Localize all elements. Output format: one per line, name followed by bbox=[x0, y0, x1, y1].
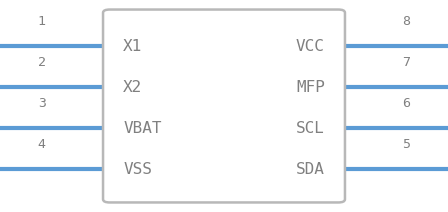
Text: 7: 7 bbox=[402, 56, 410, 69]
Text: 5: 5 bbox=[402, 138, 410, 151]
Text: 3: 3 bbox=[38, 97, 46, 110]
Text: SCL: SCL bbox=[296, 121, 325, 136]
Text: X1: X1 bbox=[123, 39, 142, 54]
Text: VCC: VCC bbox=[296, 39, 325, 54]
Text: 1: 1 bbox=[38, 15, 46, 28]
Text: 6: 6 bbox=[402, 97, 410, 110]
FancyBboxPatch shape bbox=[103, 10, 345, 202]
Text: VSS: VSS bbox=[123, 162, 152, 177]
Text: 4: 4 bbox=[38, 138, 46, 151]
Text: VBAT: VBAT bbox=[123, 121, 162, 136]
Text: 8: 8 bbox=[402, 15, 410, 28]
Text: MFP: MFP bbox=[296, 80, 325, 95]
Text: SDA: SDA bbox=[296, 162, 325, 177]
Text: X2: X2 bbox=[123, 80, 142, 95]
Text: 2: 2 bbox=[38, 56, 46, 69]
